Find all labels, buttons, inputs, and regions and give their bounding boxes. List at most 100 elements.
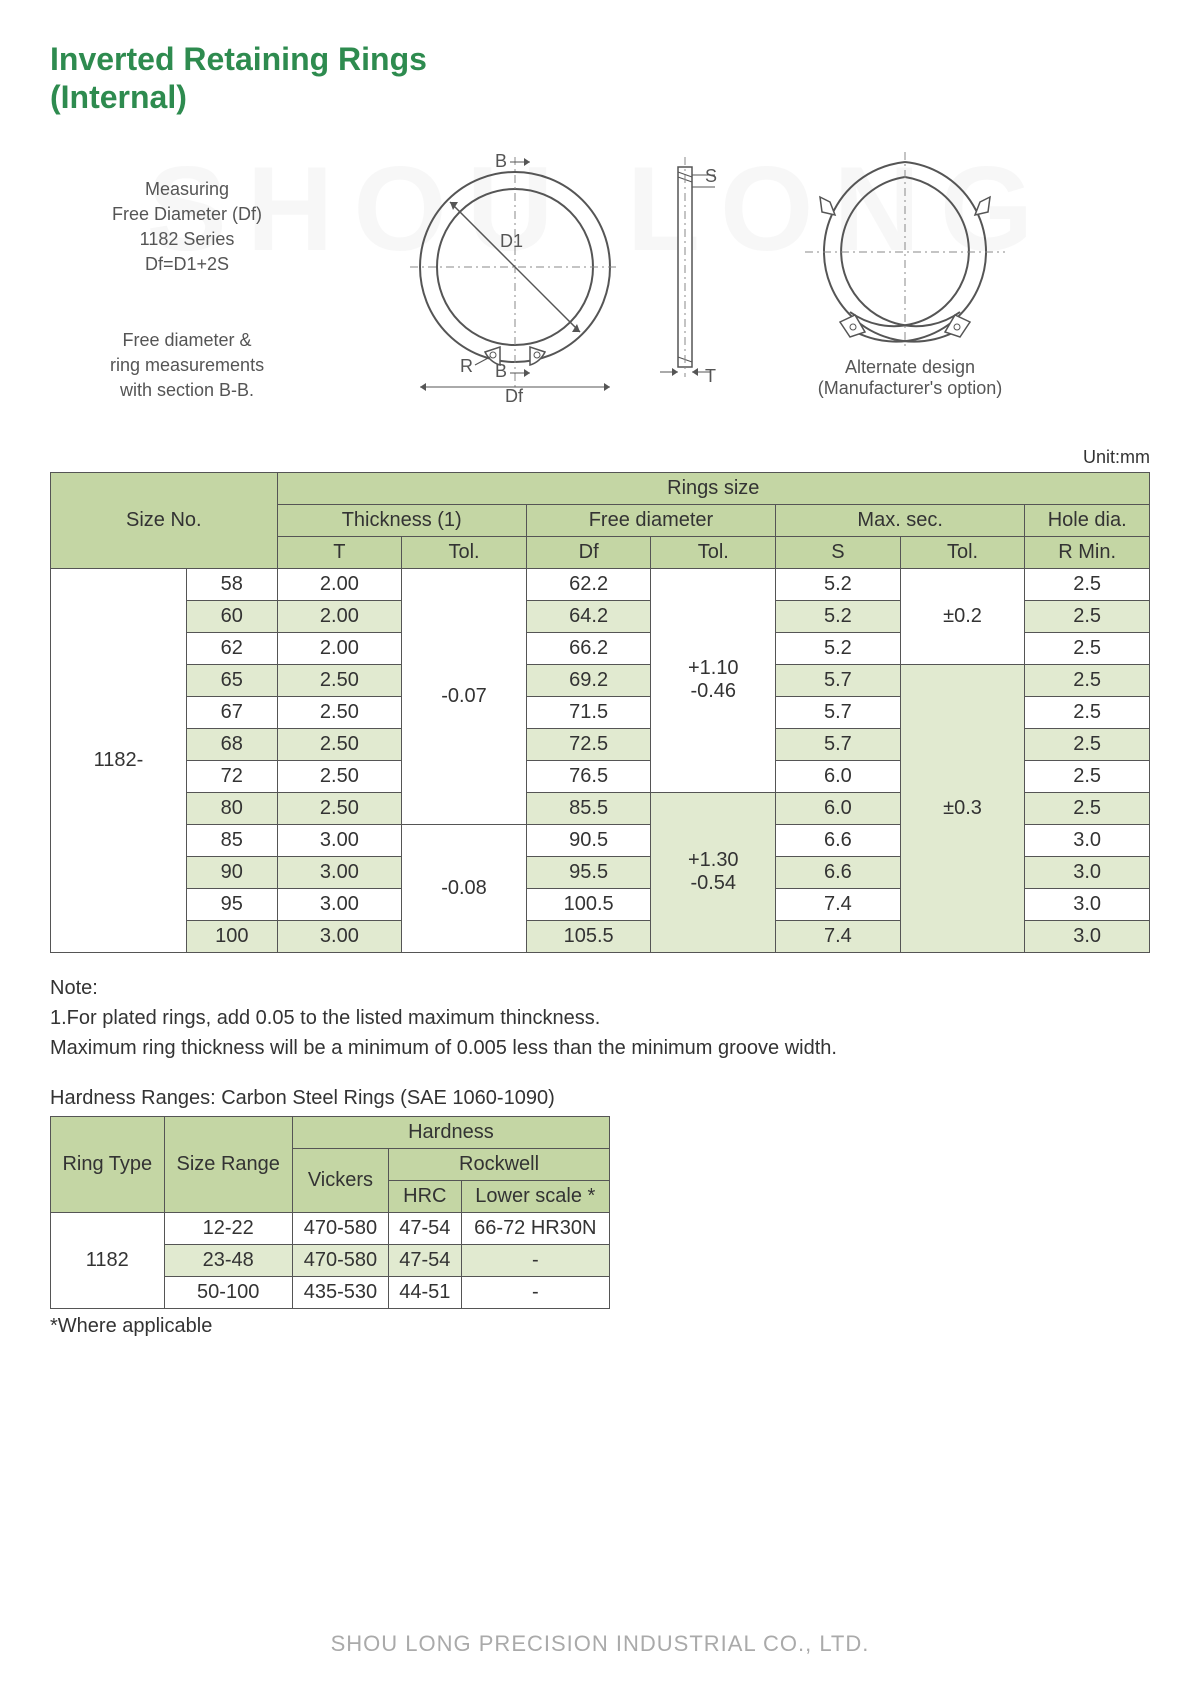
table-cell: 2.50 — [277, 728, 402, 760]
df-tol-1: +1.10-0.46 — [651, 568, 776, 792]
table-cell: 62 — [186, 632, 277, 664]
table-cell: 100 — [186, 920, 277, 952]
note-line-1: 1.For plated rings, add 0.05 to the list… — [50, 1003, 1150, 1033]
hardness-title: Hardness Ranges: Carbon Steel Rings (SAE… — [50, 1087, 1150, 1110]
table-cell: 470-580 — [292, 1212, 388, 1244]
table-cell: 6.6 — [776, 824, 901, 856]
table-cell: 76.5 — [526, 760, 651, 792]
table-cell: 2.50 — [277, 760, 402, 792]
table-cell: 6.0 — [776, 792, 901, 824]
table-cell: 3.00 — [277, 824, 402, 856]
table-cell: 6.0 — [776, 760, 901, 792]
table-cell: 95 — [186, 888, 277, 920]
df-tol-1b: -0.46 — [690, 680, 736, 702]
table-cell: 66.2 — [526, 632, 651, 664]
table-cell: 72.5 — [526, 728, 651, 760]
technical-diagram: Measuring Free Diameter (Df) 1182 Series… — [50, 137, 1150, 417]
table-cell: 90 — [186, 856, 277, 888]
table-cell: 64.2 — [526, 600, 651, 632]
th-hrc: HRC — [389, 1180, 462, 1212]
th-ring-type: Ring Type — [51, 1116, 165, 1212]
alt-l2: (Manufacturer's option) — [810, 378, 1010, 399]
table-cell: 2.5 — [1025, 568, 1150, 600]
table-cell: 60 — [186, 600, 277, 632]
table-cell: 2.5 — [1025, 696, 1150, 728]
th-max-sec: Max. sec. — [776, 504, 1025, 536]
free-l2: ring measurements — [110, 353, 264, 378]
th-rings-size: Rings size — [277, 472, 1149, 504]
table-cell: 3.0 — [1025, 824, 1150, 856]
th-lower-scale: Lower scale * — [461, 1180, 609, 1212]
th-vickers: Vickers — [292, 1148, 388, 1212]
table-cell: 2.5 — [1025, 632, 1150, 664]
title-line-2: (Internal) — [50, 79, 187, 115]
table-cell: 2.5 — [1025, 728, 1150, 760]
t-tol-1: -0.07 — [402, 568, 527, 824]
table-cell: 2.5 — [1025, 664, 1150, 696]
free-l3: with section B-B. — [110, 378, 264, 403]
measuring-l2: Free Diameter (Df) — [110, 202, 264, 227]
table-cell: 5.2 — [776, 568, 901, 600]
r-label: R — [460, 356, 473, 376]
table-cell: 58 — [186, 568, 277, 600]
table-cell: 5.7 — [776, 696, 901, 728]
table-cell: 69.2 — [526, 664, 651, 696]
th-thickness: Thickness (1) — [277, 504, 526, 536]
hardness-table: Ring Type Size Range Hardness Vickers Ro… — [50, 1116, 610, 1309]
free-diameter-note: Free diameter & ring measurements with s… — [110, 328, 264, 404]
table-cell: 2.5 — [1025, 760, 1150, 792]
alt-l1: Alternate design — [810, 357, 1010, 378]
s-tol-1: ±0.2 — [900, 568, 1025, 664]
table-cell: 2.50 — [277, 696, 402, 728]
table-cell: 44-51 — [389, 1276, 462, 1308]
alternate-design-note: Alternate design (Manufacturer's option) — [810, 357, 1010, 399]
t-label: T — [705, 366, 716, 386]
th-t-tol: Tol. — [402, 536, 527, 568]
table-cell: 3.0 — [1025, 856, 1150, 888]
s-tol-2: ±0.3 — [900, 664, 1025, 952]
d1-label: D1 — [500, 231, 523, 251]
table-cell: 2.50 — [277, 664, 402, 696]
table-cell: 2.00 — [277, 600, 402, 632]
table-cell: 90.5 — [526, 824, 651, 856]
th-s-tol: Tol. — [900, 536, 1025, 568]
df-tol-2a: +1.30 — [688, 849, 739, 871]
df-tol-1a: +1.10 — [688, 657, 739, 679]
table-cell: 72 — [186, 760, 277, 792]
table-cell: 3.0 — [1025, 920, 1150, 952]
table-cell: 80 — [186, 792, 277, 824]
table-cell: 2.00 — [277, 632, 402, 664]
hardness-footnote: *Where applicable — [50, 1315, 1150, 1338]
table-cell: 2.50 — [277, 792, 402, 824]
table-cell: 23-48 — [164, 1244, 292, 1276]
note-line-2: Maximum ring thickness will be a minimum… — [50, 1033, 1150, 1063]
table-cell: 7.4 — [776, 888, 901, 920]
table-cell: 3.00 — [277, 920, 402, 952]
th-df-tol: Tol. — [651, 536, 776, 568]
table-cell: 5.2 — [776, 600, 901, 632]
measuring-note: Measuring Free Diameter (Df) 1182 Series… — [110, 177, 264, 278]
series-label: 1182- — [51, 568, 187, 952]
table-cell: 6.6 — [776, 856, 901, 888]
t-tol-2: -0.08 — [402, 824, 527, 952]
table-cell: 47-54 — [389, 1212, 462, 1244]
page-title: Inverted Retaining Rings (Internal) — [50, 40, 1150, 117]
table-cell: 100.5 — [526, 888, 651, 920]
table-cell: 7.4 — [776, 920, 901, 952]
th-free-diameter: Free diameter — [526, 504, 775, 536]
measuring-l1: Measuring — [110, 177, 264, 202]
table-cell: 66-72 HR30N — [461, 1212, 609, 1244]
rings-size-table: Size No. Rings size Thickness (1) Free d… — [50, 472, 1150, 953]
table-cell: 47-54 — [389, 1244, 462, 1276]
ring-alternate-view-icon — [800, 147, 1010, 357]
table-cell: 5.7 — [776, 728, 901, 760]
th-hardness: Hardness — [292, 1116, 609, 1148]
table-cell: 95.5 — [526, 856, 651, 888]
table-cell: 3.0 — [1025, 888, 1150, 920]
title-line-1: Inverted Retaining Rings — [50, 41, 427, 77]
th-size-no: Size No. — [51, 472, 278, 568]
ring-front-view-icon: D1 B B R Df — [400, 147, 630, 407]
table-cell: - — [461, 1276, 609, 1308]
table-cell: 105.5 — [526, 920, 651, 952]
table-cell: 67 — [186, 696, 277, 728]
